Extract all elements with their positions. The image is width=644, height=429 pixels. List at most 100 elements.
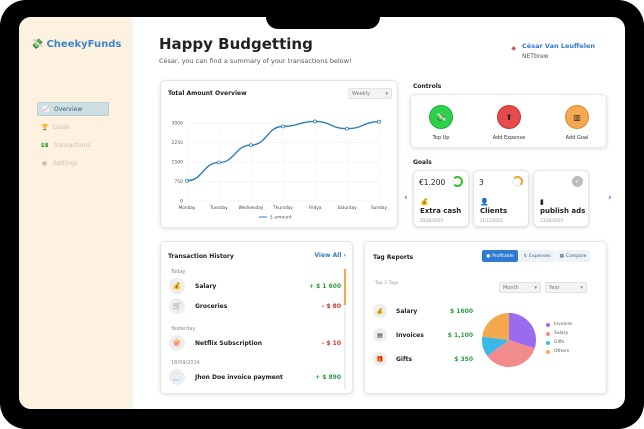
pie-slice (482, 336, 509, 356)
pie-slice (509, 313, 536, 349)
device-notch (266, 2, 380, 29)
transaction-history-title: Transaction History (168, 253, 234, 260)
year-select[interactable]: Year ▾ (545, 282, 587, 293)
goal-name: Extra cash (420, 207, 462, 215)
add-goal-label: Add Goal (565, 135, 589, 141)
top-up-icon: 💸 (429, 105, 453, 129)
tag-name: Gifts (396, 355, 413, 363)
sidebar-item-overview[interactable]: 📈 Overview (37, 102, 109, 116)
add-expense-button[interactable]: ⬆ Add Expense (479, 105, 539, 141)
legend-label: Gifts (554, 340, 565, 345)
x-tick-label: Wednesday (239, 205, 264, 211)
x-tick-label: Sunday (371, 205, 388, 211)
receipt-icon: 🧾 (169, 369, 185, 385)
goal-progress-ring (512, 176, 523, 187)
tag-reports-title: Tag Reports (373, 254, 414, 261)
data-point (185, 178, 189, 183)
goal-card-extra-cash[interactable]: €1.200 💰 Extra cash 20/04/2025 (413, 170, 469, 227)
tag-reports-card: Tag Reports ● Profitable ↯ Expenses ▦ Co… (364, 241, 607, 394)
transaction-amount: + $ 890 (315, 373, 341, 381)
pie-legend: Invoices Salary Gifts Others (546, 322, 572, 358)
transaction-scrollbar[interactable] (344, 269, 346, 389)
tab-label: Expenses (529, 253, 551, 259)
goal-name: Clients (480, 207, 508, 215)
sidebar-item-goals[interactable]: 🏆 Goals (37, 120, 109, 134)
banknote-icon: 💵 (41, 141, 49, 149)
legend-item: Salary (546, 331, 572, 336)
goals-carousel: €1.200 💰 Extra cash 20/04/2025 3 👤 Clien… (413, 170, 603, 230)
year-select-value: Year (549, 284, 560, 291)
tag-row[interactable]: ▤ Invoices $ 1,100 (373, 326, 473, 344)
transaction-name: Salary (195, 282, 217, 290)
transaction-name: Jhon Doe invoice payment (195, 373, 283, 381)
tab-compare[interactable]: ▦ Compare (556, 250, 590, 262)
main-content: Happy Budgetting César, you can find a s… (130, 17, 625, 409)
legend-label: $ amount (270, 215, 292, 221)
compare-icon: ▦ (559, 253, 564, 259)
app-logo-text: CheekyFunds (46, 39, 122, 50)
sidebar-item-label: Overview (54, 105, 83, 113)
transaction-amount: + $ 1 600 (308, 282, 341, 290)
gear-icon: ● (41, 159, 48, 167)
data-point (249, 143, 253, 147)
month-select[interactable]: Month ▾ (499, 282, 541, 293)
transaction-row[interactable]: 🛒 Groceries - $ 80 (169, 297, 341, 315)
controls-card: 💸 Top Up ⬆ Add Expense ▥ Add Goal (410, 94, 607, 148)
goal-card-clients[interactable]: 3 👤 Clients 31/12/2025 (473, 170, 529, 227)
goal-date: 20/04/2025 (420, 218, 444, 223)
legend-label: Invoices (554, 322, 573, 327)
sidebar-item-settings[interactable]: ● Settings (37, 156, 109, 170)
tab-expenses[interactable]: ↯ Expenses (519, 250, 555, 262)
tag-row[interactable]: 🎁 Gifts $ 350 (373, 350, 473, 368)
view-all-label: View All (314, 252, 342, 259)
chevron-down-icon: ▾ (534, 284, 537, 291)
transaction-row[interactable]: 💰 Salary + $ 1 600 (169, 277, 341, 295)
moneybag-icon: 💰 (373, 304, 387, 318)
moneybag-icon: 💰 (169, 278, 185, 294)
data-point (345, 126, 349, 131)
legend-item: Others (546, 349, 572, 354)
add-goal-button[interactable]: ▥ Add Goal (547, 105, 607, 141)
legend-item: Invoices (546, 322, 572, 327)
transaction-row[interactable]: 🧾 Jhon Doe invoice payment + $ 890 (169, 368, 341, 386)
x-tick-label: Saturday (337, 205, 357, 211)
view-all-link[interactable]: View All › (314, 252, 346, 259)
period-select[interactable]: Weekly ▾ (348, 88, 392, 99)
trophy-icon: 🏆 (41, 123, 49, 131)
goals-prev-arrow[interactable]: ‹ (404, 193, 408, 203)
top-up-button[interactable]: 💸 Top Up (411, 105, 471, 141)
tag-pie-chart (482, 313, 536, 367)
goals-next-arrow[interactable]: › (608, 193, 612, 203)
pie-slice (487, 340, 535, 367)
sidebar-item-transactions[interactable]: 💵 Transactions (37, 138, 109, 152)
goal-amount: 3 (479, 178, 484, 187)
app-logo[interactable]: 💸 CheekyFunds (31, 39, 121, 50)
upload-icon: ⬆ (497, 105, 521, 129)
goal-name: publish ads (540, 207, 586, 215)
goal-card-publish-ads[interactable]: ✓ ▮ publish ads 23/04/2025 (533, 170, 589, 227)
legend-dot (546, 349, 550, 354)
goal-icon: ▥ (565, 105, 589, 129)
overview-card: Total Amount Overview Weekly ▾ 0 750 1500 2… (160, 80, 398, 228)
tag-name: Invoices (396, 331, 424, 339)
gift-icon: 🎁 (373, 352, 387, 366)
page-subtitle: César, you can find a summary of your tr… (159, 57, 352, 65)
money-icon: 💸 (31, 39, 44, 50)
page-title: Happy Budgetting (159, 35, 313, 53)
transaction-history-card: Transaction History View All › Today 💰 S… (160, 241, 353, 394)
user-profile[interactable]: ◆ César Van Leuffelen NETbrew (511, 42, 595, 60)
transaction-row[interactable]: 🍿 Netflix Subscription - $ 10 (169, 334, 341, 352)
chart-line-icon: 📈 (42, 105, 50, 113)
pie-slice (482, 313, 509, 340)
expense-icon: ↯ (523, 253, 528, 259)
data-point (377, 119, 381, 124)
y-tick-label: 750 (174, 179, 183, 185)
chevron-right-icon: › (343, 252, 346, 259)
tab-profitable[interactable]: ● Profitable (482, 250, 518, 262)
data-point (281, 124, 285, 129)
moneybag-icon: ● (486, 253, 491, 259)
user-org: NETbrew (522, 53, 549, 60)
tag-row[interactable]: 💰 Salary $ 1600 (373, 302, 473, 320)
app-screen: 💸 CheekyFunds 📈 Overview 🏆 Goals 💵 Trans… (19, 17, 625, 409)
legend-item: Gifts (546, 340, 572, 345)
